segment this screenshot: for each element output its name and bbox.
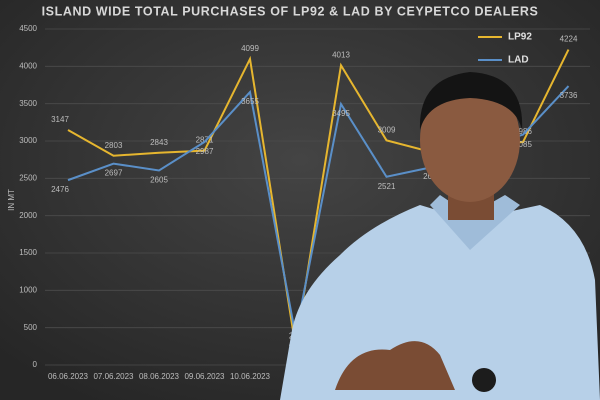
- data-label: 2605: [150, 176, 168, 185]
- x-tick-label: 06.06.2023: [48, 372, 89, 381]
- data-label: 4224: [560, 35, 578, 44]
- data-label: 3009: [378, 125, 396, 134]
- x-tick-label: 08.06.2023: [139, 372, 180, 381]
- data-label: 2986: [514, 127, 532, 136]
- chart-title: ISLAND WIDE TOTAL PURCHASES OF LP92 & LA…: [42, 4, 539, 18]
- y-tick-label: 1500: [19, 248, 37, 257]
- hands: [335, 341, 455, 390]
- legend-label: LAD: [508, 55, 529, 66]
- x-tick-label: 09.06.2023: [184, 372, 225, 381]
- y-tick-label: 4000: [19, 61, 37, 70]
- data-label: 2476: [51, 185, 69, 194]
- shirt: [280, 205, 600, 400]
- data-label: 3085: [514, 140, 532, 149]
- y-tick-label: 1000: [19, 285, 37, 294]
- data-label: 2803: [105, 141, 123, 150]
- y-tick-label: 500: [24, 323, 38, 332]
- data-label: 2987: [196, 147, 214, 156]
- data-label: 3147: [51, 115, 69, 124]
- person-photo: [280, 72, 600, 400]
- legend-label: LP92: [508, 32, 532, 43]
- data-label: 2697: [105, 169, 123, 178]
- hair: [419, 72, 523, 130]
- x-tick-label: 10.06.2023: [230, 372, 271, 381]
- y-tick-label: 2000: [19, 211, 37, 220]
- data-label: 2843: [150, 138, 168, 147]
- data-label: 4013: [332, 50, 350, 59]
- face: [420, 78, 520, 202]
- x-tick-label: 07.06.2023: [93, 372, 134, 381]
- y-tick-label: 2500: [19, 173, 37, 182]
- data-label: 3655: [241, 97, 259, 106]
- watch: [472, 368, 496, 392]
- y-tick-label: 3000: [19, 136, 37, 145]
- data-label: 4099: [241, 44, 259, 53]
- y-tick-label: 0: [33, 360, 38, 369]
- y-tick-label: 4500: [19, 24, 37, 33]
- data-label: 3736: [560, 91, 578, 100]
- data-label: 2521: [378, 182, 396, 191]
- data-label: 3495: [332, 109, 350, 118]
- y-tick-label: 3500: [19, 99, 37, 108]
- y-axis-label: IN MT: [7, 189, 16, 211]
